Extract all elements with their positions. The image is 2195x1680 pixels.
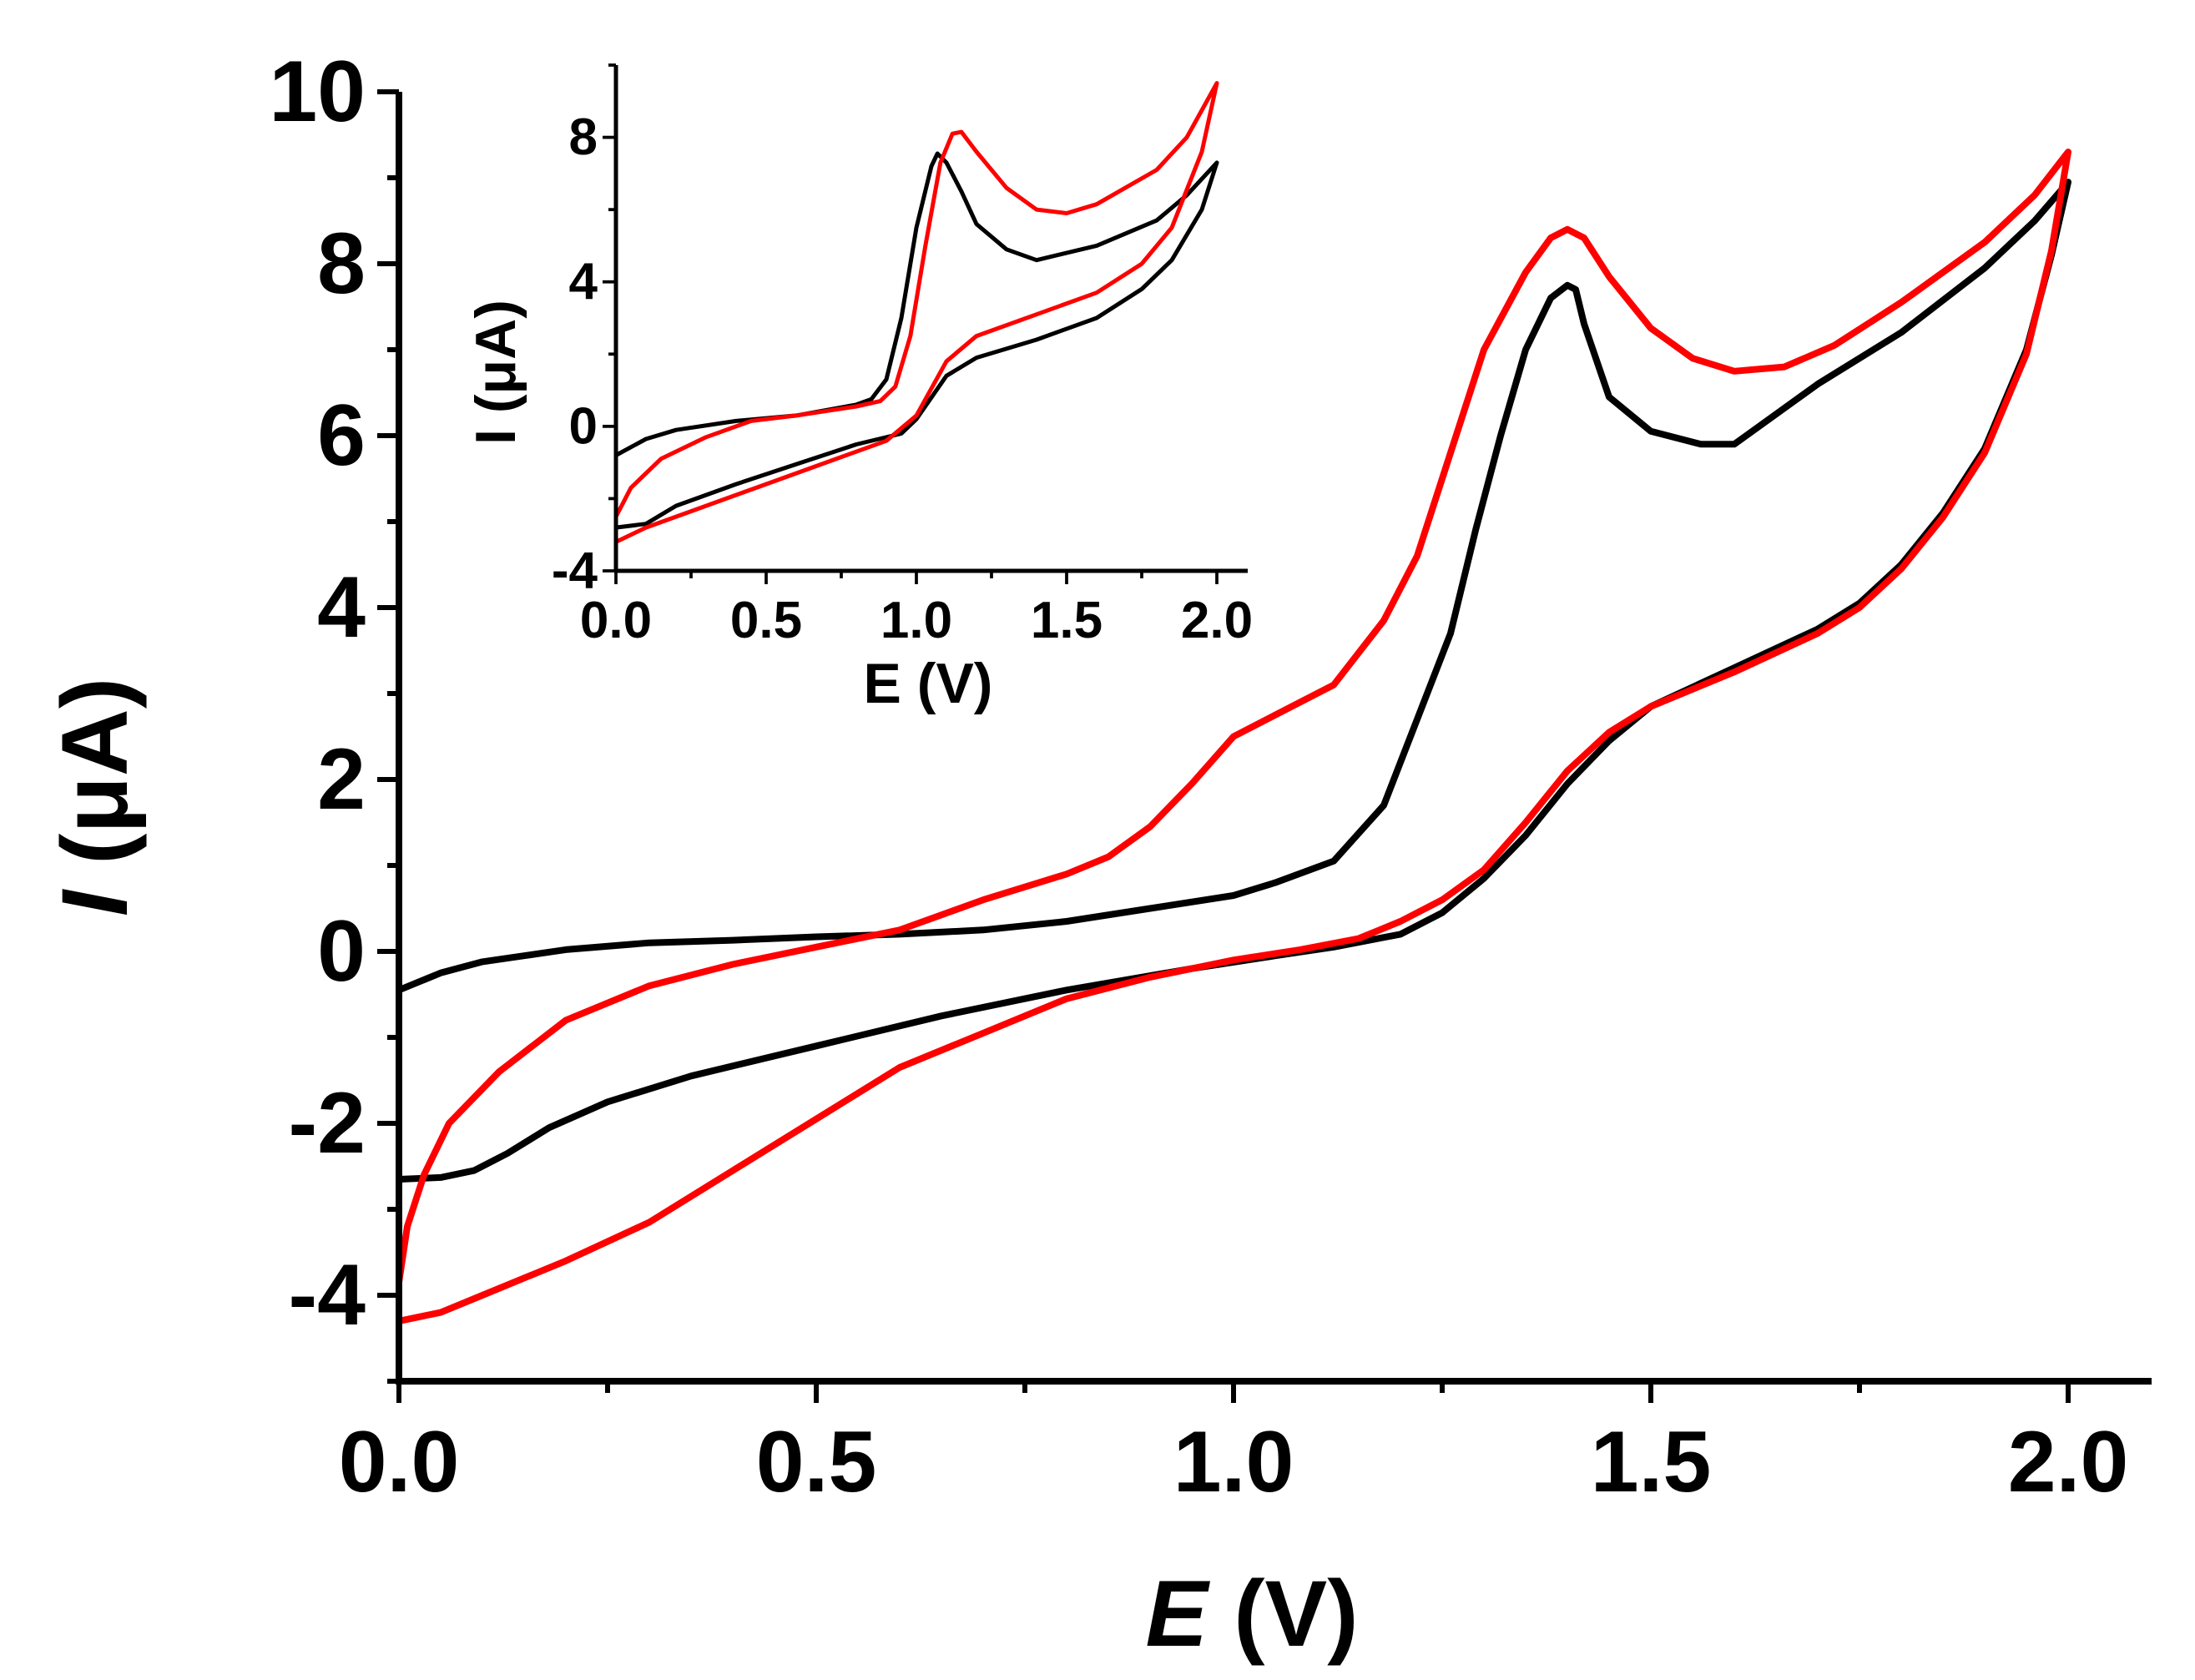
inset-y-tick-label: -4 xyxy=(552,542,598,600)
main-x-tick-label: 1.5 xyxy=(1591,1414,1712,1511)
inset-series-red xyxy=(613,81,1219,544)
main-x-axis-label: E (V) xyxy=(1145,1561,1358,1666)
main-y-axis-var: I xyxy=(43,888,147,916)
inset-series-group xyxy=(613,81,1219,544)
main-x-axis-var: E xyxy=(1145,1561,1210,1666)
main-x-axis-unit: (V) xyxy=(1208,1561,1358,1666)
main-y-tick-label: 10 xyxy=(269,43,366,140)
inset-y-axis-label: I (μA) xyxy=(464,300,527,445)
main-y-tick-label: -2 xyxy=(289,1075,366,1172)
inset-series-black xyxy=(613,151,1219,530)
main-series-group xyxy=(396,149,2071,1324)
inset-y-tick-label: 0 xyxy=(569,397,598,455)
inset-y-tick-label: 4 xyxy=(569,253,598,310)
main-chart: 0.0 0.5 1.0 1.5 2.0 -4 -2 0 2 4 6 8 10 E (V) I (μA) xyxy=(43,43,2152,1666)
inset-x-tick-label: 0.5 xyxy=(730,592,802,649)
main-y-tick-label: 6 xyxy=(317,387,366,484)
main-y-tick-label: 8 xyxy=(317,215,366,312)
main-series-black xyxy=(396,179,2071,1183)
main-x-tick-label: 2.0 xyxy=(2008,1414,2129,1511)
main-y-axis-label: I (μA) xyxy=(43,678,147,916)
main-y-tick-label: -4 xyxy=(289,1247,366,1344)
main-x-tick-label: 0.0 xyxy=(339,1414,460,1511)
inset-chart: 0.0 0.5 1.0 1.5 2.0 -4 0 4 8 E (V) I (μA) xyxy=(464,63,1253,715)
main-y-tick-label: 2 xyxy=(317,731,366,828)
main-x-tick-label: 0.5 xyxy=(756,1414,877,1511)
inset-x-tick-label: 0.0 xyxy=(580,592,652,649)
main-series-red xyxy=(396,149,2071,1324)
main-y-axis-unit: (μA) xyxy=(43,678,147,890)
inset-x-tick-label: 1.5 xyxy=(1031,592,1103,649)
inset-x-axis-label: E (V) xyxy=(864,652,993,715)
main-tick-group: 0.0 0.5 1.0 1.5 2.0 -4 -2 0 2 4 6 8 10 xyxy=(269,43,2128,1511)
inset-x-tick-label: 2.0 xyxy=(1181,592,1253,649)
main-x-tick-label: 1.0 xyxy=(1173,1414,1294,1511)
inset-y-tick-label: 8 xyxy=(569,108,598,166)
inset-tick-group: 0.0 0.5 1.0 1.5 2.0 -4 0 4 8 xyxy=(552,63,1253,649)
main-y-tick-label: 4 xyxy=(317,559,366,656)
inset-x-tick-label: 1.0 xyxy=(881,592,952,649)
main-y-tick-label: 0 xyxy=(317,903,366,1000)
